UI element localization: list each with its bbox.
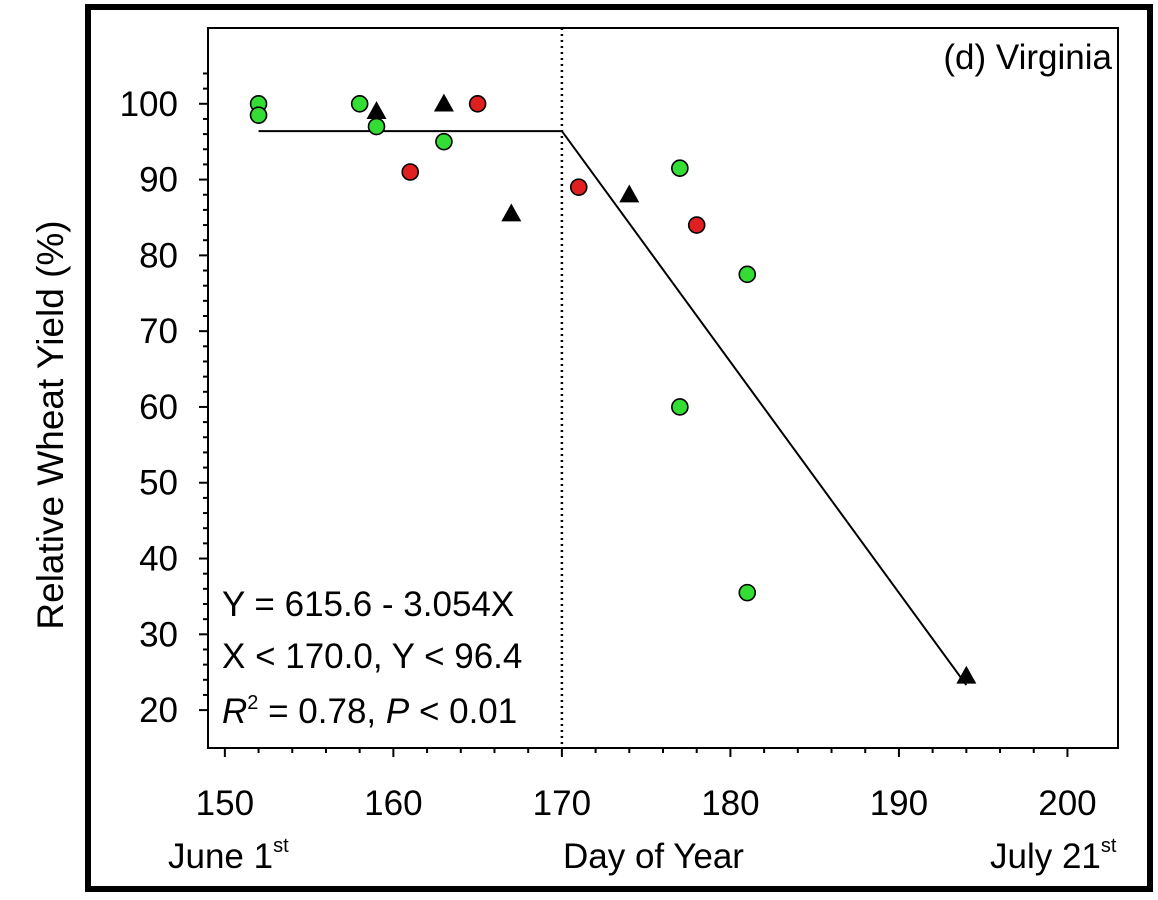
data-point: [435, 132, 453, 151]
x-date-label-right-text: July 21: [990, 837, 1101, 876]
x-date-label-right-sup: st: [1101, 835, 1117, 857]
y-tick-label: 60: [139, 388, 178, 427]
ticks: 150 160 170 180 190 200 20 30 40 50 60 70 80 90 100: [120, 72, 1097, 823]
fit-line: [258, 130, 968, 686]
x-date-label-left-text: June 1: [168, 837, 273, 876]
x-tick-label: 200: [1038, 784, 1096, 823]
data-point: [468, 94, 487, 113]
y-tick-label: 20: [139, 691, 178, 730]
equation-line-2: X < 170.0, Y < 96.4: [222, 637, 522, 676]
equation-line-1: Y = 615.6 - 3.054X: [222, 585, 514, 624]
p-value: < 0.01: [409, 692, 517, 731]
data-point: [501, 203, 522, 222]
p-symbol: P: [386, 692, 410, 731]
y-tick-label: 90: [139, 161, 178, 200]
x-date-label-right: July 21st: [990, 835, 1117, 876]
y-tick-label: 30: [139, 615, 178, 654]
r-squared-value: = 0.78,: [258, 692, 385, 731]
y-tick-label: 80: [139, 236, 178, 275]
equation-line-3: R2 = 0.78, P < 0.01: [222, 692, 517, 731]
x-axis-label: Day of Year: [563, 837, 744, 876]
x-tick-label: 170: [533, 784, 591, 823]
data-points: [249, 93, 977, 684]
data-point: [401, 163, 420, 181]
x-date-label-left: June 1st: [168, 835, 289, 876]
panel-label: (d) Virginia: [943, 38, 1112, 77]
data-point: [671, 159, 689, 178]
data-point: [249, 106, 268, 124]
figure-frame: [85, 4, 1153, 892]
data-point: [367, 117, 386, 136]
r-squared-exponent: 2: [247, 692, 258, 714]
data-point: [738, 583, 757, 602]
x-tick-label: 190: [870, 784, 928, 823]
r-squared-symbol: R: [222, 692, 247, 731]
x-tick-label: 160: [364, 784, 422, 823]
data-point: [738, 265, 757, 284]
data-point: [350, 94, 369, 113]
y-tick-label: 100: [120, 85, 178, 124]
lines: [258, 28, 968, 748]
data-point: [433, 93, 454, 112]
x-date-label-left-sup: st: [273, 835, 289, 857]
x-tick-label: 180: [701, 784, 759, 823]
data-point: [687, 216, 706, 234]
x-tick-label: 150: [196, 784, 254, 823]
y-tick-label: 50: [139, 464, 178, 503]
y-axis-label: Relative Wheat Yield (%): [30, 220, 71, 629]
y-tick-label: 70: [139, 312, 178, 351]
data-point: [671, 398, 689, 416]
y-tick-label: 40: [139, 540, 178, 579]
data-point: [366, 101, 387, 120]
data-point: [956, 665, 977, 684]
data-point: [569, 178, 588, 196]
data-point: [619, 184, 640, 203]
